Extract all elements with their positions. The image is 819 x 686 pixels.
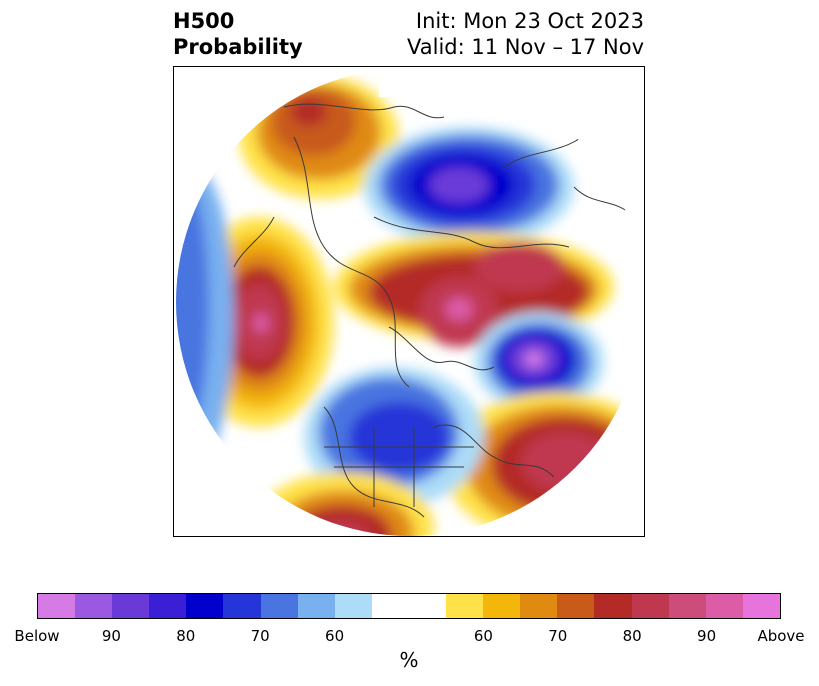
colorbar-tick-label: Above — [757, 627, 805, 645]
colorbar-segment — [186, 594, 224, 618]
colorbar-unit: % — [399, 648, 419, 672]
valid-range: Valid: 11 Nov – 17 Nov — [407, 35, 644, 59]
colorbar-segment — [297, 594, 335, 618]
colorbar-tick-label: 60 — [473, 627, 493, 645]
colorbar-tick-label: 70 — [250, 627, 270, 645]
colorbar-segment — [520, 594, 558, 618]
colorbar-tick-label: Below — [14, 627, 60, 645]
colorbar-tick-label: 80 — [176, 627, 196, 645]
colorbar-segment — [557, 594, 595, 618]
colorbar-segment — [371, 594, 409, 618]
colorbar-tick-label: 70 — [548, 627, 568, 645]
title-left: H500 Probability — [173, 8, 303, 60]
colorbar-segment — [334, 594, 372, 618]
colorbar-segment — [631, 594, 669, 618]
title-right: Init: Mon 23 Oct 2023 Valid: 11 Nov – 17… — [407, 8, 644, 60]
colorbar-segment — [112, 594, 150, 618]
colorbar-tick-label: 90 — [697, 627, 717, 645]
colorbar-segment — [75, 594, 113, 618]
colorbar — [37, 593, 781, 619]
colorbar-segment — [594, 594, 632, 618]
colorbar-segment — [742, 594, 780, 618]
colorbar-segment — [408, 594, 447, 618]
colorbar-segment — [446, 594, 484, 618]
colorbar-segment — [223, 594, 261, 618]
colorbar-segment — [149, 594, 187, 618]
polar-map — [176, 68, 644, 536]
map-frame — [173, 66, 645, 537]
title-product: Probability — [173, 35, 303, 59]
colorbar-tick-label: 80 — [622, 627, 642, 645]
colorbar-segment — [483, 594, 521, 618]
colorbar-segment — [260, 594, 298, 618]
colorbar-segment — [38, 594, 76, 618]
title-variable: H500 — [173, 9, 235, 33]
colorbar-segment — [668, 594, 706, 618]
colorbar-segment — [705, 594, 743, 618]
init-date: Init: Mon 23 Oct 2023 — [415, 9, 644, 33]
colorbar-tick-label: 60 — [325, 627, 345, 645]
colorbar-tick-label: 90 — [101, 627, 121, 645]
